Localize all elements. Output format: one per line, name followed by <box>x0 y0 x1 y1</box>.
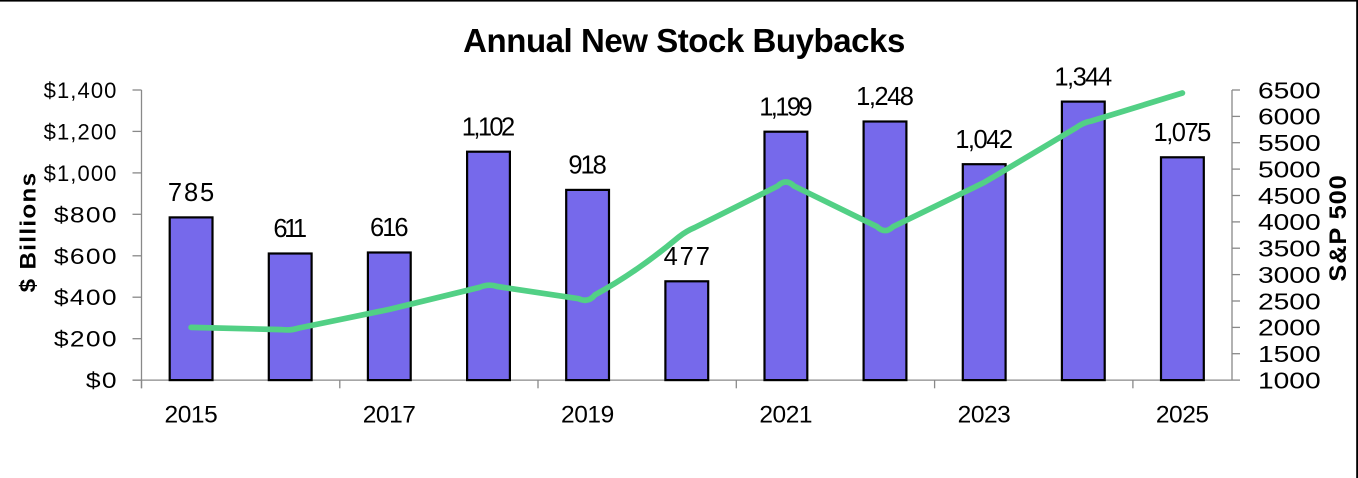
svg-text:4000: 4000 <box>1258 210 1321 235</box>
svg-text:1000: 1000 <box>1258 368 1321 393</box>
svg-text:3000: 3000 <box>1258 263 1321 288</box>
svg-text:S&P 500: S&P 500 <box>1326 174 1352 281</box>
svg-text:$400: $400 <box>54 286 118 310</box>
svg-text:$600: $600 <box>54 245 118 269</box>
svg-text:616: 616 <box>370 214 408 242</box>
svg-text:6000: 6000 <box>1258 105 1321 130</box>
svg-text:4500: 4500 <box>1258 184 1321 209</box>
svg-text:1,042: 1,042 <box>955 126 1012 154</box>
svg-text:6500: 6500 <box>1258 78 1321 103</box>
svg-text:$1,200: $1,200 <box>44 119 118 144</box>
svg-text:$ Billions: $ Billions <box>16 172 41 293</box>
svg-text:Annual New Stock Buybacks: Annual New Stock Buybacks <box>463 22 905 59</box>
svg-text:2021: 2021 <box>759 402 812 429</box>
svg-text:1,199: 1,199 <box>759 93 811 121</box>
svg-text:5500: 5500 <box>1258 131 1321 156</box>
svg-text:2000: 2000 <box>1258 316 1321 341</box>
svg-text:$0: $0 <box>86 369 118 393</box>
svg-text:2015: 2015 <box>165 402 218 429</box>
svg-text:1,248: 1,248 <box>856 83 914 111</box>
svg-text:1,102: 1,102 <box>462 113 514 141</box>
svg-text:1500: 1500 <box>1258 342 1321 367</box>
svg-text:$1,400: $1,400 <box>44 78 118 103</box>
svg-text:5000: 5000 <box>1258 157 1321 182</box>
svg-text:611: 611 <box>273 215 305 243</box>
svg-text:477: 477 <box>664 243 712 271</box>
svg-text:785: 785 <box>168 179 216 207</box>
svg-text:2017: 2017 <box>363 402 416 429</box>
svg-text:1,075: 1,075 <box>1154 119 1212 147</box>
svg-text:3500: 3500 <box>1258 237 1321 262</box>
svg-text:2025: 2025 <box>1156 402 1209 429</box>
svg-text:2019: 2019 <box>561 402 614 429</box>
svg-text:$800: $800 <box>54 203 118 227</box>
svg-text:2023: 2023 <box>958 402 1011 429</box>
svg-text:$1,000: $1,000 <box>44 161 118 186</box>
svg-text:2500: 2500 <box>1258 289 1321 314</box>
svg-text:918: 918 <box>568 152 606 180</box>
svg-text:$200: $200 <box>54 328 118 352</box>
svg-text:1,344: 1,344 <box>1054 63 1112 91</box>
